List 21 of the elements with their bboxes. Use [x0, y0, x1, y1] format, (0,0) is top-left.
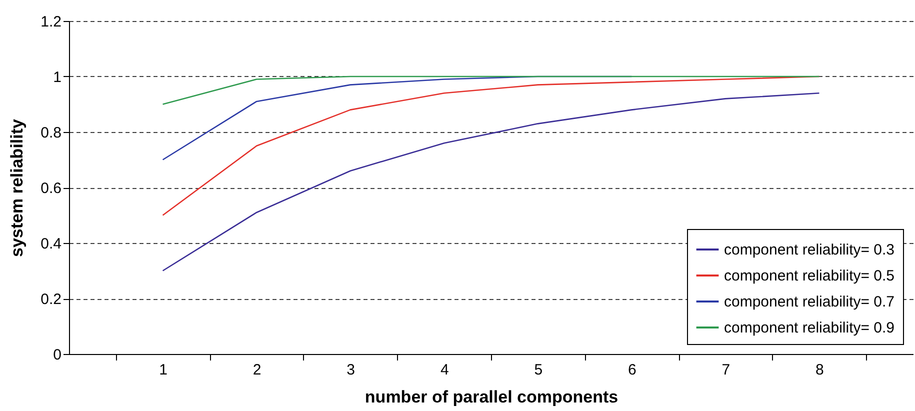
- y-tick-label: 1.2: [40, 14, 62, 30]
- x-tick-label: 4: [440, 362, 449, 378]
- y-axis-title: system reliability: [8, 118, 27, 257]
- legend-label: component reliability= 0.9: [724, 320, 895, 336]
- legend-label: component reliability= 0.7: [724, 294, 895, 310]
- legend-label: component reliability= 0.3: [724, 242, 895, 258]
- y-tick-label: 0.2: [40, 291, 62, 308]
- x-tick-label: 3: [346, 362, 356, 378]
- x-tick-label: 2: [252, 362, 262, 378]
- y-tick-label: 0.8: [40, 124, 62, 142]
- x-axis-title: number of parallel components: [364, 388, 618, 406]
- y-tick-label: 1: [53, 69, 62, 86]
- y-tick-label: 0: [53, 346, 62, 364]
- y-tick-label: 0.6: [40, 180, 62, 197]
- y-tick-label: 0.4: [40, 236, 62, 252]
- x-tick-label: 5: [534, 362, 543, 378]
- x-tick-label: 8: [816, 362, 824, 378]
- x-tick-label: 6: [628, 362, 636, 378]
- legend-label: component reliability= 0.5: [724, 268, 895, 284]
- x-tick-label: 7: [722, 362, 730, 378]
- x-tick-label: 1: [159, 362, 168, 378]
